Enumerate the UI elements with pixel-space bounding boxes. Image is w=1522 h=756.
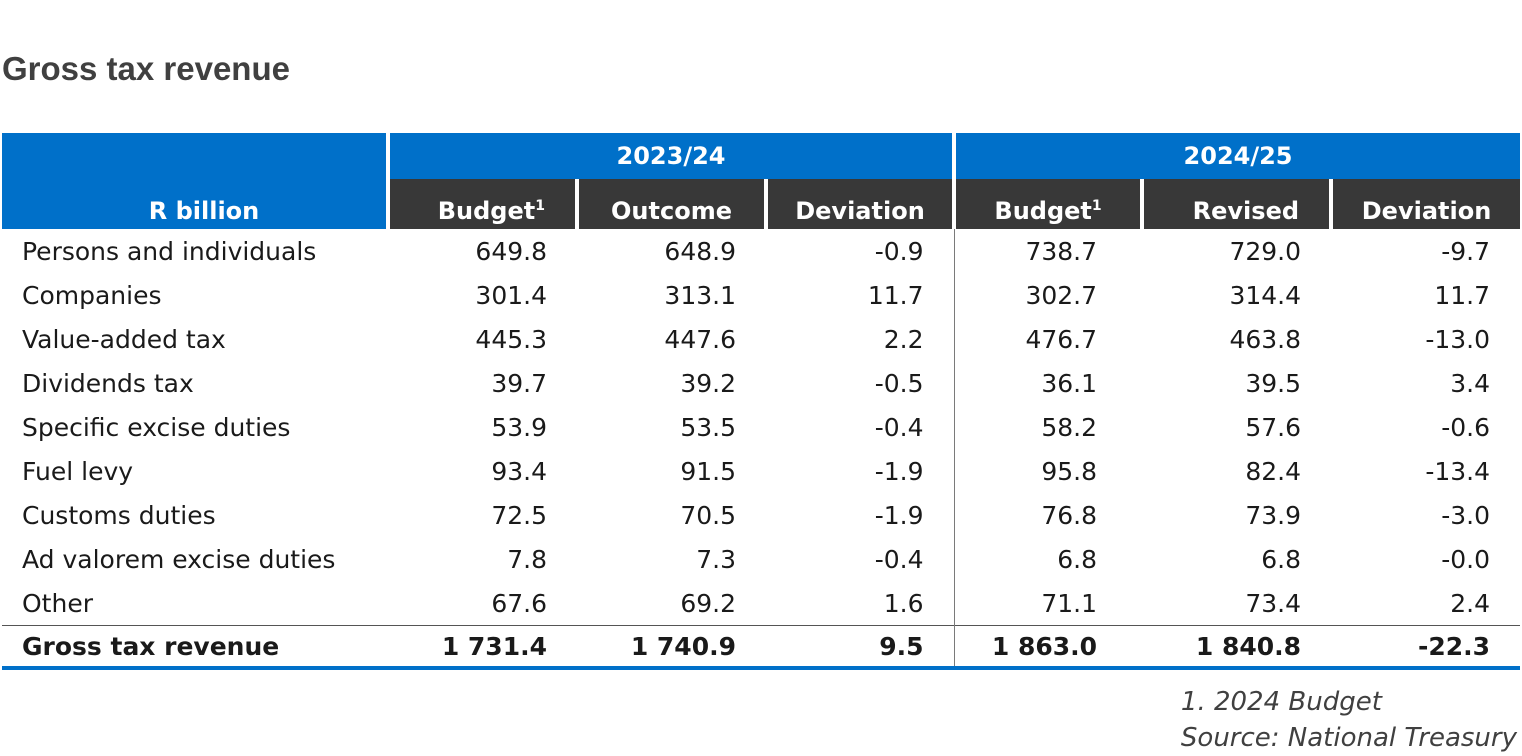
table-cell: -1.9 (874, 456, 924, 486)
table-cell: -0.0 (1441, 544, 1491, 574)
row-label: Customs duties (22, 500, 216, 530)
table-cell: 2.2 (883, 324, 924, 354)
table-cell: 445.3 (475, 324, 547, 354)
column-header-revised: Revised (1140, 179, 1332, 229)
table-row: Fuel levy 93.4 91.5 -1.9 95.8 82.4 -13.4 (2, 449, 1520, 493)
table-cell: -9.7 (1441, 236, 1491, 266)
table-cell: 36.1 (953, 361, 1143, 405)
footnote-budget: 1. 2024 Budget (1180, 687, 1382, 717)
table-cell: -0.4 (874, 544, 924, 574)
column-header-deviation-2024: Deviation (1329, 179, 1521, 229)
table-cell: 82.4 (1245, 456, 1302, 486)
table-cell: 1 731.4 (388, 625, 577, 670)
table-cell: 69.2 (680, 588, 736, 618)
table-cell: 7.3 (696, 544, 736, 574)
table-row: Value-added tax 445.3 447.6 2.2 476.7 463.8 -1… (2, 317, 1520, 361)
table-row: Customs duties 72.5 70.5 -1.9 76.8 73.9 -3.0 (2, 493, 1520, 537)
table-cell: 447.6 (664, 324, 736, 354)
row-label: Companies (22, 280, 162, 310)
table-row: Other 67.6 69.2 1.6 71.1 73.4 2.4 (2, 581, 1520, 626)
column-header-budget-2023: Budget1 (386, 179, 577, 229)
row-label: Ad valorem excise duties (22, 544, 336, 574)
gross-tax-revenue-table: R billion 2023/24 2024/25 Budget1 Outcom… (2, 133, 1521, 670)
footnotes: 1. 2024 Budget Source: National Treasury (1181, 684, 1517, 756)
table-cell: 302.7 (953, 273, 1143, 317)
table-cell: 6.8 (953, 537, 1143, 581)
table-cell: -13.4 (1425, 456, 1491, 486)
table-cell: -22.3 (1331, 625, 1521, 670)
table-row: Specific excise duties 53.9 53.5 -0.4 58.2 57… (2, 405, 1520, 449)
table-cell: 53.5 (680, 412, 736, 442)
table-cell: 1 840.8 (1142, 625, 1332, 670)
page-title: Gross tax revenue (2, 50, 290, 87)
table-cell: 649.8 (475, 236, 547, 266)
table-cell: 70.5 (680, 500, 736, 530)
table-cell: -0.4 (874, 412, 924, 442)
table-cell: 11.7 (1434, 280, 1491, 310)
table-cell: -13.0 (1425, 324, 1491, 354)
table-cell: 314.4 (1229, 280, 1302, 310)
table-row: Dividends tax 39.7 39.2 -0.5 36.1 39.5 3.4 (2, 361, 1520, 405)
table-cell: 3.4 (1450, 368, 1491, 398)
table-cell: 738.7 (953, 229, 1143, 273)
table-cell: 67.6 (491, 588, 547, 618)
column-header-outcome: Outcome (575, 179, 766, 229)
total-row: Gross tax revenue 1 731.4 1 740.9 9.5 1 863.… (2, 625, 1521, 670)
row-label: Value-added tax (22, 324, 226, 354)
table-cell: 301.4 (475, 280, 547, 310)
year-header-2023-24: 2023/24 (385, 133, 955, 179)
table-cell: 91.5 (680, 456, 736, 486)
table-row: Persons and individuals 649.8 648.9 -0.9 738… (2, 229, 1520, 273)
table-cell: 73.9 (1245, 500, 1302, 530)
table-cell: 95.8 (953, 449, 1143, 493)
row-label: Fuel levy (22, 456, 134, 486)
table-cell: -1.9 (874, 500, 924, 530)
row-label: Persons and individuals (22, 236, 317, 266)
row-label: Specific excise duties (22, 412, 291, 442)
table-cell: 729.0 (1229, 236, 1302, 266)
table-cell: 53.9 (491, 412, 547, 442)
table-row: Companies 301.4 313.1 11.7 302.7 314.4 11.7 (2, 273, 1520, 317)
table-cell: 1 740.9 (577, 625, 766, 670)
table-row: Ad valorem excise duties 7.8 7.3 -0.4 6.8 6.8… (2, 537, 1520, 581)
table-cell: 648.9 (664, 236, 736, 266)
table-cell: 9.5 (766, 625, 955, 670)
column-header-r-billion: R billion (2, 133, 388, 229)
table-cell: 71.1 (953, 581, 1143, 626)
table-cell: 476.7 (953, 317, 1143, 361)
table-cell: 93.4 (491, 456, 547, 486)
table-cell: 57.6 (1245, 412, 1302, 442)
table-cell: 7.8 (507, 544, 547, 574)
table-cell: 72.5 (491, 500, 547, 530)
table-cell: 313.1 (664, 280, 736, 310)
table-cell: -0.6 (1441, 412, 1491, 442)
table-cell: 39.2 (680, 368, 736, 398)
year-header-2024-25: 2024/25 (952, 133, 1521, 179)
table-cell: -0.5 (874, 368, 924, 398)
table-cell: 2.4 (1450, 588, 1491, 618)
footnote-source: Source: National Treasury (1180, 723, 1517, 753)
row-label: Other (22, 588, 93, 618)
column-header-budget-2024: Budget1 (952, 179, 1143, 229)
row-label: Dividends tax (22, 368, 194, 398)
row-label: Gross tax revenue (2, 625, 388, 670)
table-cell: 39.5 (1245, 368, 1302, 398)
table-cell: -0.9 (874, 236, 924, 266)
table-cell: 1.6 (883, 588, 924, 618)
table-cell: -3.0 (1441, 500, 1491, 530)
table-cell: 6.8 (1261, 544, 1302, 574)
table-cell: 39.7 (491, 368, 547, 398)
table-cell: 73.4 (1245, 588, 1302, 618)
table-cell: 1 863.0 (953, 625, 1143, 670)
table-cell: 58.2 (953, 405, 1143, 449)
table-cell: 463.8 (1229, 324, 1302, 354)
table-cell: 11.7 (867, 280, 924, 310)
column-header-deviation-2023: Deviation (763, 179, 955, 229)
table-cell: 76.8 (953, 493, 1143, 537)
